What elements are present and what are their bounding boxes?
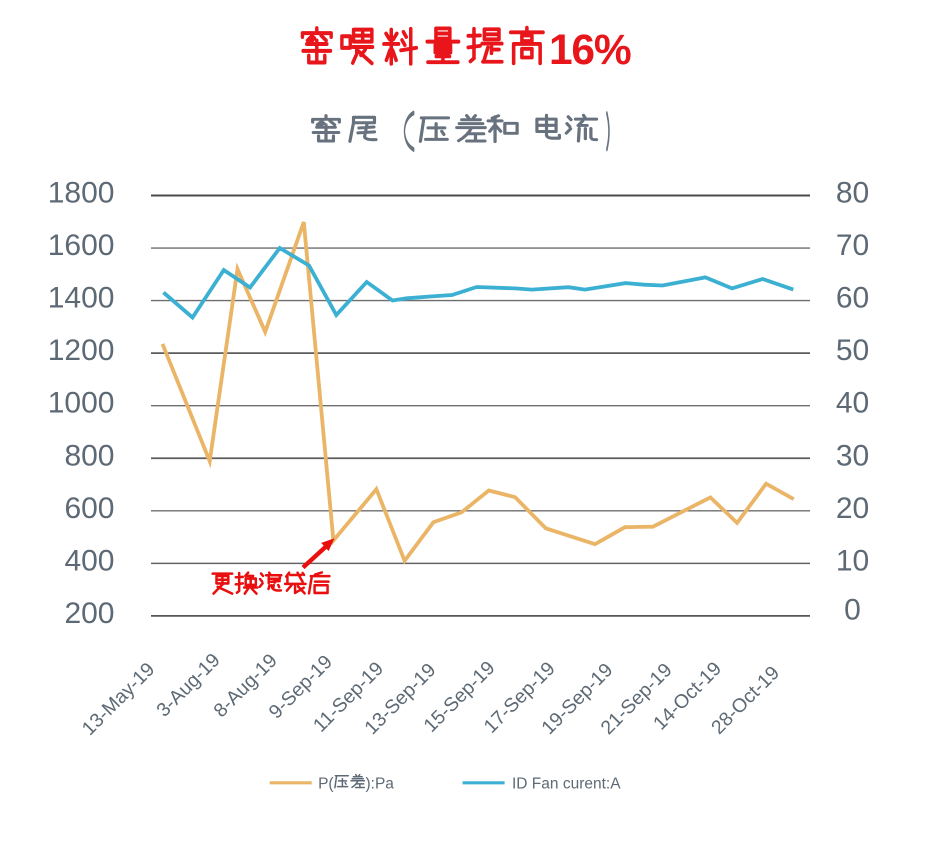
svg-text:600: 600 xyxy=(64,492,114,525)
svg-text:1800: 1800 xyxy=(48,177,115,210)
svg-text:800: 800 xyxy=(64,439,114,472)
svg-text:30: 30 xyxy=(836,439,869,472)
svg-text:P(: P( xyxy=(318,775,334,792)
svg-text:10: 10 xyxy=(836,544,869,577)
svg-text:400: 400 xyxy=(64,544,114,577)
svg-text:1600: 1600 xyxy=(48,229,115,262)
svg-text:1000: 1000 xyxy=(48,387,115,420)
svg-text:40: 40 xyxy=(836,387,869,420)
svg-text:50: 50 xyxy=(836,334,869,367)
svg-text:1200: 1200 xyxy=(48,334,115,367)
svg-text:):Pa: ):Pa xyxy=(366,775,395,792)
svg-text:70: 70 xyxy=(836,229,869,262)
svg-text:0: 0 xyxy=(844,593,861,626)
svg-text:200: 200 xyxy=(64,597,114,630)
svg-text:80: 80 xyxy=(836,177,869,210)
svg-text:16%: 16% xyxy=(549,27,631,74)
svg-text:20: 20 xyxy=(836,492,869,525)
svg-text:60: 60 xyxy=(836,282,869,315)
svg-text:1400: 1400 xyxy=(48,282,115,315)
svg-text:ID Fan curent:A: ID Fan curent:A xyxy=(512,775,621,792)
